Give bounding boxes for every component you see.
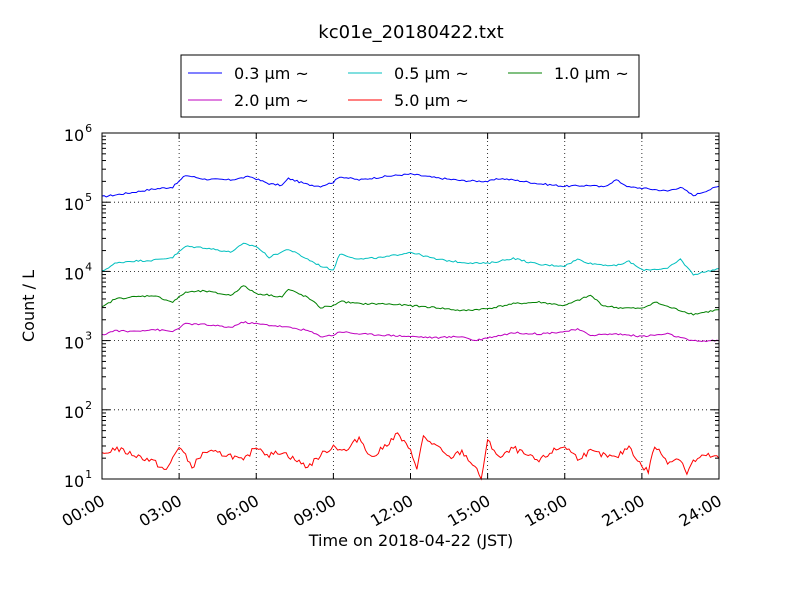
x-tick-label: 21:00 xyxy=(598,491,647,531)
y-tick-label: 101 xyxy=(64,468,92,491)
x-tick-label: 09:00 xyxy=(290,491,339,531)
y-tick-label: 103 xyxy=(64,330,92,353)
y-tick-label: 106 xyxy=(64,122,92,145)
series-line-4 xyxy=(101,432,720,481)
series-line-2 xyxy=(101,285,719,316)
x-tick-label: 12:00 xyxy=(367,491,416,531)
x-tick-label: 18:00 xyxy=(521,491,570,531)
x-tick-label: 24:00 xyxy=(676,491,725,531)
x-tick-label: 00:00 xyxy=(59,491,108,531)
x-tick-label: 06:00 xyxy=(213,491,262,531)
ticks: 00:00 03:00 06:00 09:00 12:00 15:00 18:00 21:00… xyxy=(59,122,725,531)
grid xyxy=(102,133,719,479)
legend: 0.3 μm ~ 0.5 μm ~ 1.0 μm ~ 2.0 μm ~ 5.0 μm ~ xyxy=(180,54,640,118)
y-tick-label: 102 xyxy=(64,399,92,422)
series-layer xyxy=(101,172,720,481)
legend-frame xyxy=(180,54,640,118)
y-tick-label: 105 xyxy=(64,191,92,214)
chart-title: kc01e_20180422.txt xyxy=(318,22,503,43)
series-line-1 xyxy=(101,242,720,276)
series-line-0 xyxy=(101,172,720,198)
x-tick-label: 03:00 xyxy=(136,491,185,531)
x-tick-label: 15:00 xyxy=(444,491,493,531)
legend-label: 2.0 μm ~ xyxy=(234,91,309,110)
legend-label: 0.3 μm ~ xyxy=(234,64,309,83)
series-line-3 xyxy=(101,320,720,343)
legend-label: 0.5 μm ~ xyxy=(394,64,469,83)
legend-label: 1.0 μm ~ xyxy=(554,64,629,83)
x-axis-label: Time on 2018-04-22 (JST) xyxy=(308,531,513,550)
y-axis-label: Count / L xyxy=(19,270,38,342)
y-tick-label: 104 xyxy=(64,260,92,283)
legend-label: 5.0 μm ~ xyxy=(394,91,469,110)
